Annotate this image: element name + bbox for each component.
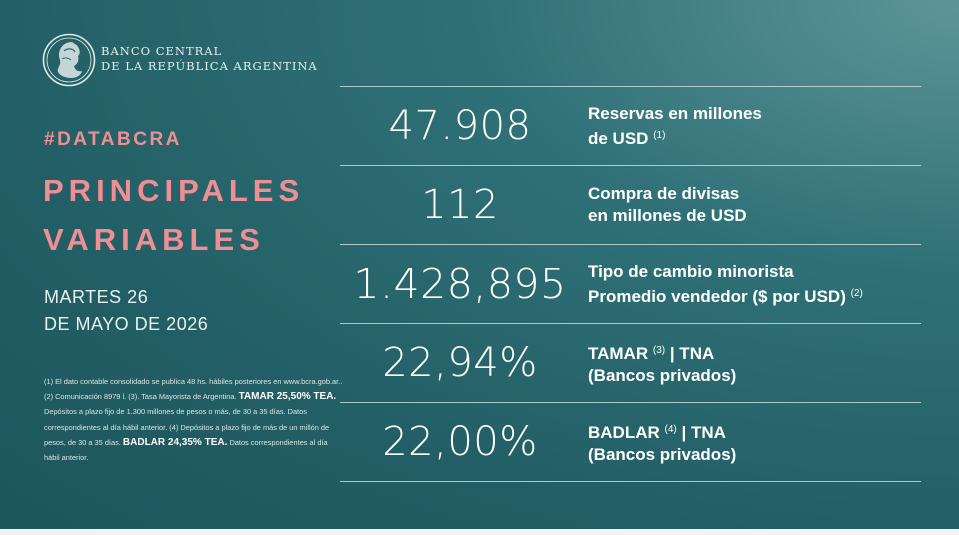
page-title: PRINCIPALES VARIABLES — [43, 166, 304, 264]
label-line2: (Bancos privados) — [588, 444, 737, 464]
date: MARTES 26 DE MAYO DE 2026 — [44, 284, 208, 338]
hashtag: #DATABCRA — [44, 129, 182, 150]
indicator-label: BADLAR (4) | TNA (Bancos privados) — [588, 403, 736, 481]
indicator-compra-divisas: 112 Compra de divisas en millones de USD — [340, 166, 921, 244]
indicator-value: 47.908 — [388, 103, 532, 149]
label-line2: (Bancos privados) — [588, 365, 737, 385]
label-line1: BADLAR — [588, 422, 660, 442]
bcra-logo-icon — [42, 33, 96, 87]
label-line1: Tipo de cambio minorista — [588, 261, 794, 281]
date-line1: MARTES 26 — [44, 287, 149, 307]
label-line2: Promedio vendedor ($ por USD) — [588, 286, 846, 306]
date-line2: DE MAYO DE 2026 — [44, 314, 209, 334]
bottom-strip — [0, 529, 959, 535]
indicator-value: 112 — [421, 182, 499, 228]
indicators-table: 47.908 Reservas en millones de USD (1) 1… — [340, 86, 921, 482]
divider — [340, 323, 921, 324]
label-line1: Reservas en millones — [588, 103, 762, 123]
indicator-badlar: 22,00% BADLAR (4) | TNA (Bancos privados… — [340, 403, 921, 481]
indicator-tamar: 22,94% TAMAR (3) | TNA (Bancos privados) — [340, 324, 921, 402]
label-line1: Compra de divisas — [588, 184, 740, 203]
divider — [340, 86, 921, 87]
footnote-ref: (4) — [664, 423, 677, 435]
footnote-text-1: (1) El dato contable consolidado se publ… — [44, 377, 343, 402]
indicator-label: Compra de divisas en millones de USD — [588, 166, 747, 244]
indicator-label: TAMAR (3) | TNA (Bancos privados) — [588, 324, 736, 402]
label-rate-type: | TNA — [681, 422, 726, 442]
indicator-value: 22,00% — [382, 419, 538, 465]
label-rate-type: | TNA — [669, 343, 715, 363]
divider — [340, 244, 921, 245]
org-name-line2: DE LA REPÚBLICA ARGENTINA — [101, 59, 318, 73]
footnote-ref: (2) — [850, 287, 863, 299]
label-line1: TAMAR — [588, 343, 649, 363]
org-name: BANCO CENTRAL DE LA REPÚBLICA ARGENTINA — [101, 44, 318, 74]
footnote-text-3: Datos correspondientes al día hábil ante… — [44, 437, 328, 463]
divider — [340, 165, 921, 166]
divider — [340, 481, 921, 482]
title-line1: PRINCIPALES — [43, 173, 305, 208]
indicator-value: 1.428,895 — [353, 260, 567, 308]
label-line2: de USD — [588, 128, 649, 148]
footnote-ref: (3) — [652, 344, 666, 356]
org-name-line1: BANCO CENTRAL — [101, 44, 223, 58]
indicator-label: Reservas en millones de USD (1) — [588, 87, 762, 165]
indicator-reservas: 47.908 Reservas en millones de USD (1) — [340, 87, 921, 165]
footnote-ref: (1) — [653, 129, 666, 141]
divider — [340, 402, 921, 403]
label-line2: en millones de USD — [588, 206, 747, 225]
footnotes: (1) El dato contable consolidado se publ… — [44, 374, 344, 465]
indicator-value: 22,94% — [382, 340, 538, 386]
footnote-tamar: TAMAR 25,50% TEA. — [238, 391, 337, 403]
title-line2: VARIABLES — [43, 222, 265, 257]
footnote-badlar: BADLAR 24,35% TEA. — [122, 436, 228, 448]
footnote-text-2: Depósitos a plazo fijo de 1.300 millones… — [44, 407, 330, 447]
indicator-label: Tipo de cambio minorista Promedio vended… — [588, 245, 863, 323]
indicator-tipo-cambio: 1.428,895 Tipo de cambio minorista Prome… — [340, 245, 921, 323]
